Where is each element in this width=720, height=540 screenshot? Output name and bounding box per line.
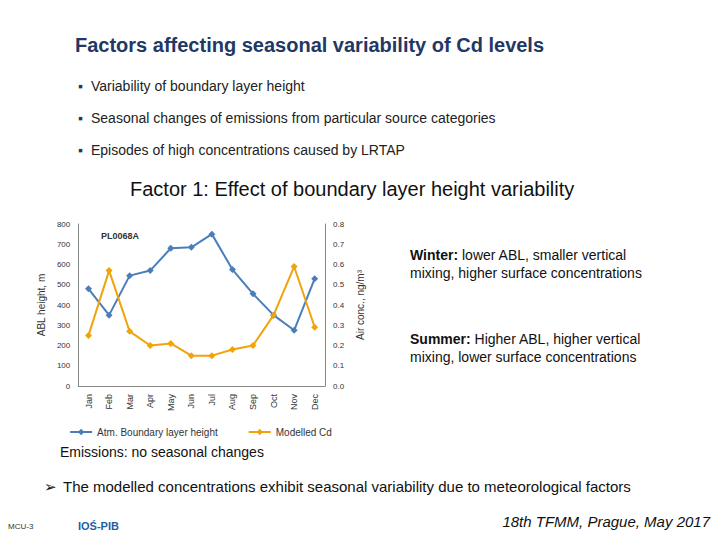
svg-text:Aug: Aug (227, 394, 237, 410)
svg-text:0: 0 (66, 382, 71, 391)
svg-text:Modelled Cd: Modelled Cd (276, 427, 332, 438)
svg-text:0.5: 0.5 (333, 280, 345, 289)
svg-text:0.2: 0.2 (333, 341, 345, 350)
html-text:The modelled concentrations ex: The modelled concentrations exhibit seas… (63, 478, 631, 495)
html-text:MCU-3: MCU-3 (8, 522, 34, 531)
svg-text:0.8: 0.8 (333, 220, 345, 229)
svg-text:0.1: 0.1 (333, 361, 345, 370)
svg-text:May: May (166, 394, 176, 412)
html-text:18th TFMM, Prague, May 2017: 18th TFMM, Prague, May 2017 (502, 513, 710, 530)
svg-text:Apr: Apr (145, 394, 155, 408)
svg-text:0.7: 0.7 (333, 240, 345, 249)
svg-text:Atm. Boundary layer height: Atm. Boundary layer height (97, 427, 218, 438)
svg-text:Mar: Mar (125, 394, 135, 410)
svg-text:ABL height, m: ABL height, m (36, 274, 47, 336)
html-text:Emissions: no seasonal changes: Emissions: no seasonal changes (60, 444, 264, 460)
svg-text:0.3: 0.3 (333, 321, 345, 330)
html-text:Variability of boundary layer: Variability of boundary layer height (91, 78, 305, 94)
svg-text:Feb: Feb (104, 394, 114, 410)
svg-text:Oct: Oct (269, 394, 279, 409)
svg-text:Sep: Sep (248, 394, 258, 410)
html-text:Factor 1: Effect of boundary l: Factor 1: Effect of boundary layer heigh… (130, 178, 575, 200)
html-text:Episodes of high concentration: Episodes of high concentrations caused b… (91, 142, 405, 158)
svg-text:Air conc., ng/m³: Air conc., ng/m³ (355, 269, 366, 340)
svg-text:Nov: Nov (289, 394, 299, 411)
svg-text:0.4: 0.4 (333, 301, 345, 310)
svg-text:800: 800 (57, 220, 71, 229)
svg-text:Jun: Jun (186, 394, 196, 409)
svg-text:300: 300 (57, 321, 71, 330)
svg-text:400: 400 (57, 301, 71, 310)
svg-text:200: 200 (57, 341, 71, 350)
html-text:Factors affecting seasonal var: Factors affecting seasonal variability o… (75, 34, 545, 56)
svg-text:Jul: Jul (207, 394, 217, 406)
svg-text:0.6: 0.6 (333, 260, 345, 269)
html-text:Winter: lower ABL, smaller ver: Winter: lower ABL, smaller vertical mixi… (410, 247, 642, 282)
html-text:Summer: Higher ABL, higher ver: Summer: Higher ABL, higher vertical mixi… (410, 331, 641, 366)
svg-text:PL0068A: PL0068A (101, 231, 140, 241)
html-text:IOŚ-PIB: IOŚ-PIB (78, 520, 119, 532)
svg-text:0.0: 0.0 (333, 382, 345, 391)
svg-text:100: 100 (57, 361, 71, 370)
svg-text:500: 500 (57, 280, 71, 289)
svg-text:Dec: Dec (310, 394, 320, 411)
svg-text:700: 700 (57, 240, 71, 249)
svg-text:600: 600 (57, 260, 71, 269)
svg-text:Jan: Jan (84, 394, 94, 409)
html-text:Seasonal changes of emissions: Seasonal changes of emissions from parti… (91, 110, 496, 126)
